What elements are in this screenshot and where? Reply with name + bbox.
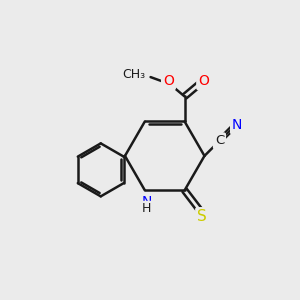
Text: S: S — [197, 209, 207, 224]
Text: N: N — [232, 118, 242, 133]
Text: O: O — [198, 74, 209, 88]
Text: C: C — [215, 134, 224, 147]
Text: O: O — [163, 74, 174, 88]
Text: H: H — [142, 202, 151, 215]
Text: CH₃: CH₃ — [122, 68, 145, 81]
Text: N: N — [141, 194, 152, 208]
